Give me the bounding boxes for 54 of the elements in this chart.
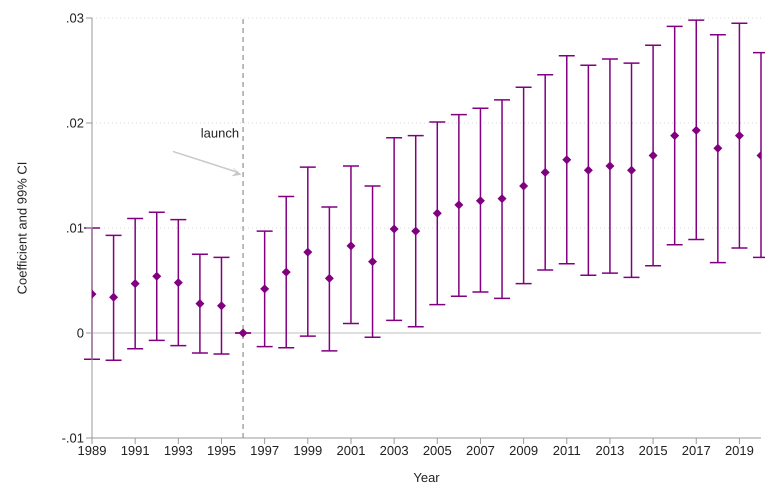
x-tick-label: 2017	[682, 443, 711, 458]
x-tick-label: 2007	[466, 443, 495, 458]
point	[324, 274, 334, 283]
point	[260, 284, 270, 294]
point	[238, 328, 248, 338]
x-tick-label: 1999	[293, 443, 322, 458]
point	[216, 301, 226, 310]
point	[584, 166, 593, 175]
point	[109, 292, 118, 302]
x-tick-label: 1995	[207, 443, 236, 458]
point	[648, 151, 658, 160]
point	[692, 126, 701, 135]
x-tick-label: 2003	[380, 443, 409, 458]
point	[476, 196, 485, 206]
annotation: launch	[200, 126, 240, 140]
x-tick-label: 2001	[336, 443, 366, 458]
x-tick-label: 2013	[595, 443, 624, 458]
point	[368, 257, 378, 266]
point	[411, 226, 420, 236]
x-tick-label: 1991	[120, 443, 150, 458]
y-tick-label: -.01	[62, 430, 84, 446]
point	[540, 168, 550, 177]
y-tick-label: 0	[76, 326, 84, 341]
x-tick-label: 2005	[422, 443, 452, 458]
point	[734, 131, 744, 140]
point	[282, 268, 291, 277]
point	[130, 279, 140, 288]
point	[498, 194, 507, 204]
point	[713, 144, 722, 153]
point	[605, 162, 614, 171]
point	[454, 200, 464, 210]
point	[432, 208, 442, 218]
point	[195, 299, 204, 308]
x-tick-label: 2009	[509, 443, 538, 458]
point	[562, 155, 572, 164]
point	[346, 241, 356, 250]
point	[627, 166, 636, 175]
x-tick-label: 2011	[552, 443, 581, 458]
point	[670, 131, 680, 140]
y-tick-label: .03	[66, 10, 84, 26]
point	[303, 248, 312, 257]
x-tick-label: 1997	[250, 443, 280, 458]
x-tick-label: 2019	[724, 443, 754, 458]
point	[519, 182, 528, 190]
point	[174, 278, 183, 288]
point	[390, 224, 399, 234]
y-tick-label: .02	[66, 116, 84, 131]
x-tick-label: 1989	[78, 443, 106, 458]
x-tick-label: 2015	[638, 443, 668, 458]
x-axis-title: Year	[413, 470, 440, 485]
point	[152, 272, 162, 281]
x-tick-label: 1993	[164, 443, 193, 458]
y-axis-title: Coefficient and 99% CI	[14, 162, 30, 294]
y-tick-label: .01	[66, 220, 84, 236]
